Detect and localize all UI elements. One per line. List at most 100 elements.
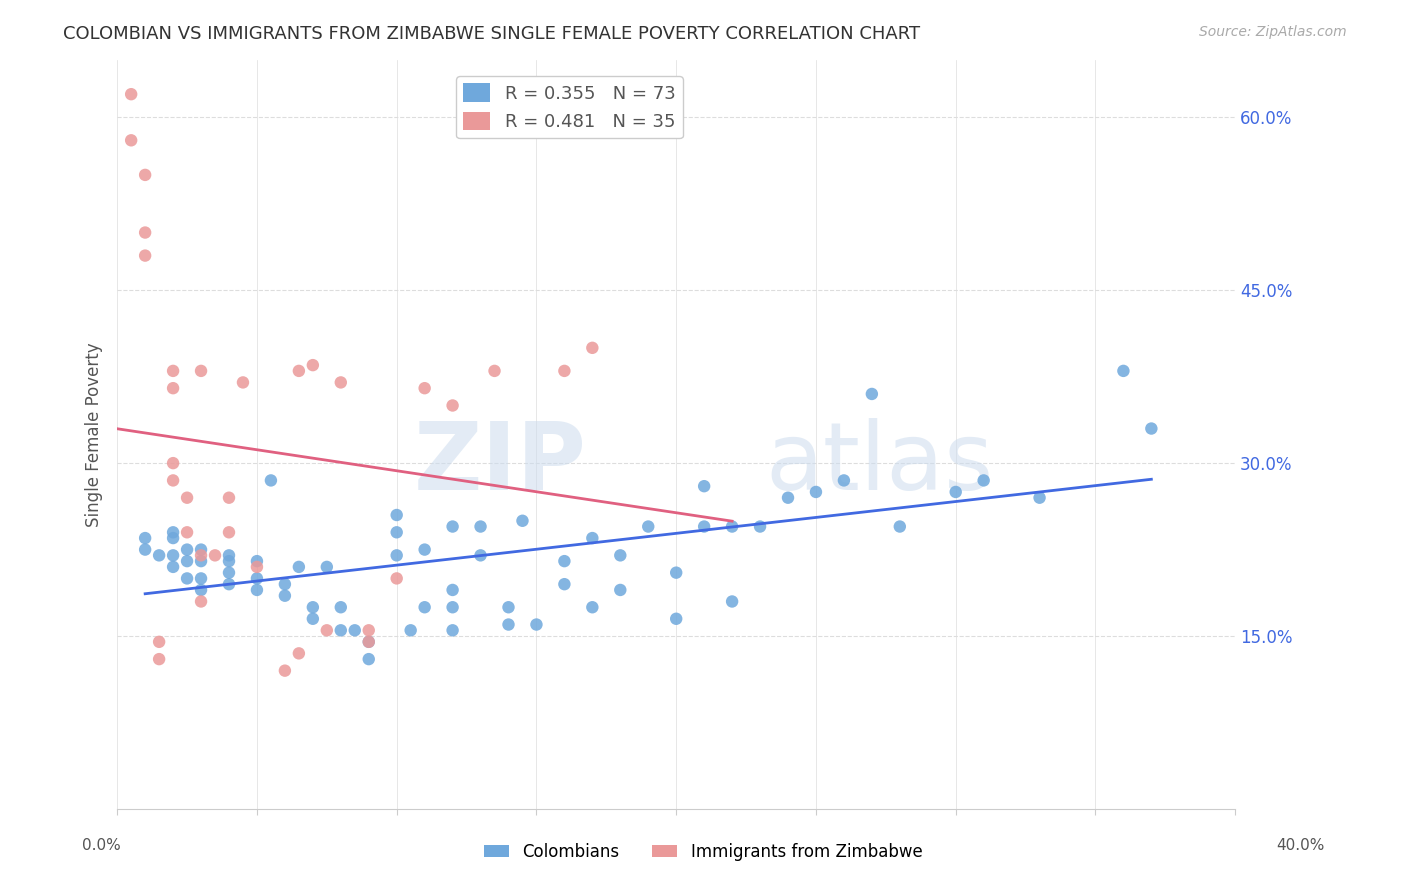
Point <box>498 600 520 615</box>
Point <box>134 168 156 182</box>
Point <box>1028 491 1050 505</box>
Point <box>246 554 269 568</box>
Point <box>357 635 380 649</box>
Point <box>162 456 184 470</box>
Point <box>553 577 575 591</box>
Point <box>553 364 575 378</box>
Point <box>693 519 716 533</box>
Point <box>218 554 240 568</box>
Point <box>162 531 184 545</box>
Point <box>176 542 198 557</box>
Point <box>120 133 142 147</box>
Point <box>232 376 254 390</box>
Point <box>218 491 240 505</box>
Point <box>148 549 170 563</box>
Point <box>665 566 688 580</box>
Point <box>1112 364 1135 378</box>
Point <box>176 525 198 540</box>
Point <box>288 364 311 378</box>
Text: 0.0%: 0.0% <box>82 838 121 853</box>
Point <box>399 624 422 638</box>
Point <box>302 358 325 372</box>
Legend: R = 0.355   N = 73, R = 0.481   N = 35: R = 0.355 N = 73, R = 0.481 N = 35 <box>456 76 683 138</box>
Point <box>385 549 408 563</box>
Point <box>148 652 170 666</box>
Y-axis label: Single Female Poverty: Single Female Poverty <box>86 342 103 526</box>
Point <box>581 341 603 355</box>
Point <box>860 387 883 401</box>
Text: atlas: atlas <box>766 418 994 510</box>
Point <box>315 624 337 638</box>
Point <box>470 549 492 563</box>
Point <box>776 491 799 505</box>
Point <box>246 560 269 574</box>
Point <box>721 594 744 608</box>
Point <box>637 519 659 533</box>
Point <box>441 399 464 413</box>
Point <box>441 519 464 533</box>
Point <box>609 549 631 563</box>
Point <box>218 577 240 591</box>
Point <box>484 364 506 378</box>
Point <box>274 589 297 603</box>
Point <box>413 381 436 395</box>
Legend: Colombians, Immigrants from Zimbabwe: Colombians, Immigrants from Zimbabwe <box>477 837 929 868</box>
Point <box>315 560 337 574</box>
Point <box>553 554 575 568</box>
Point <box>190 594 212 608</box>
Point <box>134 531 156 545</box>
Point <box>162 474 184 488</box>
Text: Source: ZipAtlas.com: Source: ZipAtlas.com <box>1199 25 1347 39</box>
Point <box>413 542 436 557</box>
Point <box>385 508 408 522</box>
Point <box>218 549 240 563</box>
Point <box>218 525 240 540</box>
Point <box>274 664 297 678</box>
Point <box>945 485 967 500</box>
Point <box>190 582 212 597</box>
Point <box>441 582 464 597</box>
Point <box>441 624 464 638</box>
Point <box>357 635 380 649</box>
Point <box>357 652 380 666</box>
Point <box>693 479 716 493</box>
Text: 40.0%: 40.0% <box>1277 838 1324 853</box>
Point <box>190 549 212 563</box>
Point <box>148 635 170 649</box>
Point <box>176 554 198 568</box>
Point <box>190 554 212 568</box>
Point <box>749 519 772 533</box>
Point <box>176 571 198 585</box>
Point <box>134 249 156 263</box>
Point <box>218 566 240 580</box>
Point <box>581 531 603 545</box>
Point <box>329 376 352 390</box>
Point <box>441 600 464 615</box>
Point <box>385 571 408 585</box>
Point <box>134 226 156 240</box>
Point <box>162 364 184 378</box>
Point <box>162 549 184 563</box>
Text: COLOMBIAN VS IMMIGRANTS FROM ZIMBABWE SINGLE FEMALE POVERTY CORRELATION CHART: COLOMBIAN VS IMMIGRANTS FROM ZIMBABWE SI… <box>63 25 921 43</box>
Point <box>162 560 184 574</box>
Point <box>190 364 212 378</box>
Point <box>526 617 548 632</box>
Point <box>162 381 184 395</box>
Point <box>176 491 198 505</box>
Point <box>134 542 156 557</box>
Point <box>832 474 855 488</box>
Point <box>609 582 631 597</box>
Point <box>470 519 492 533</box>
Point <box>889 519 911 533</box>
Point <box>329 600 352 615</box>
Point <box>302 600 325 615</box>
Point <box>512 514 534 528</box>
Point <box>343 624 366 638</box>
Point <box>804 485 827 500</box>
Point <box>357 624 380 638</box>
Point <box>665 612 688 626</box>
Point <box>1140 421 1163 435</box>
Text: ZIP: ZIP <box>413 418 586 510</box>
Point <box>190 571 212 585</box>
Point <box>721 519 744 533</box>
